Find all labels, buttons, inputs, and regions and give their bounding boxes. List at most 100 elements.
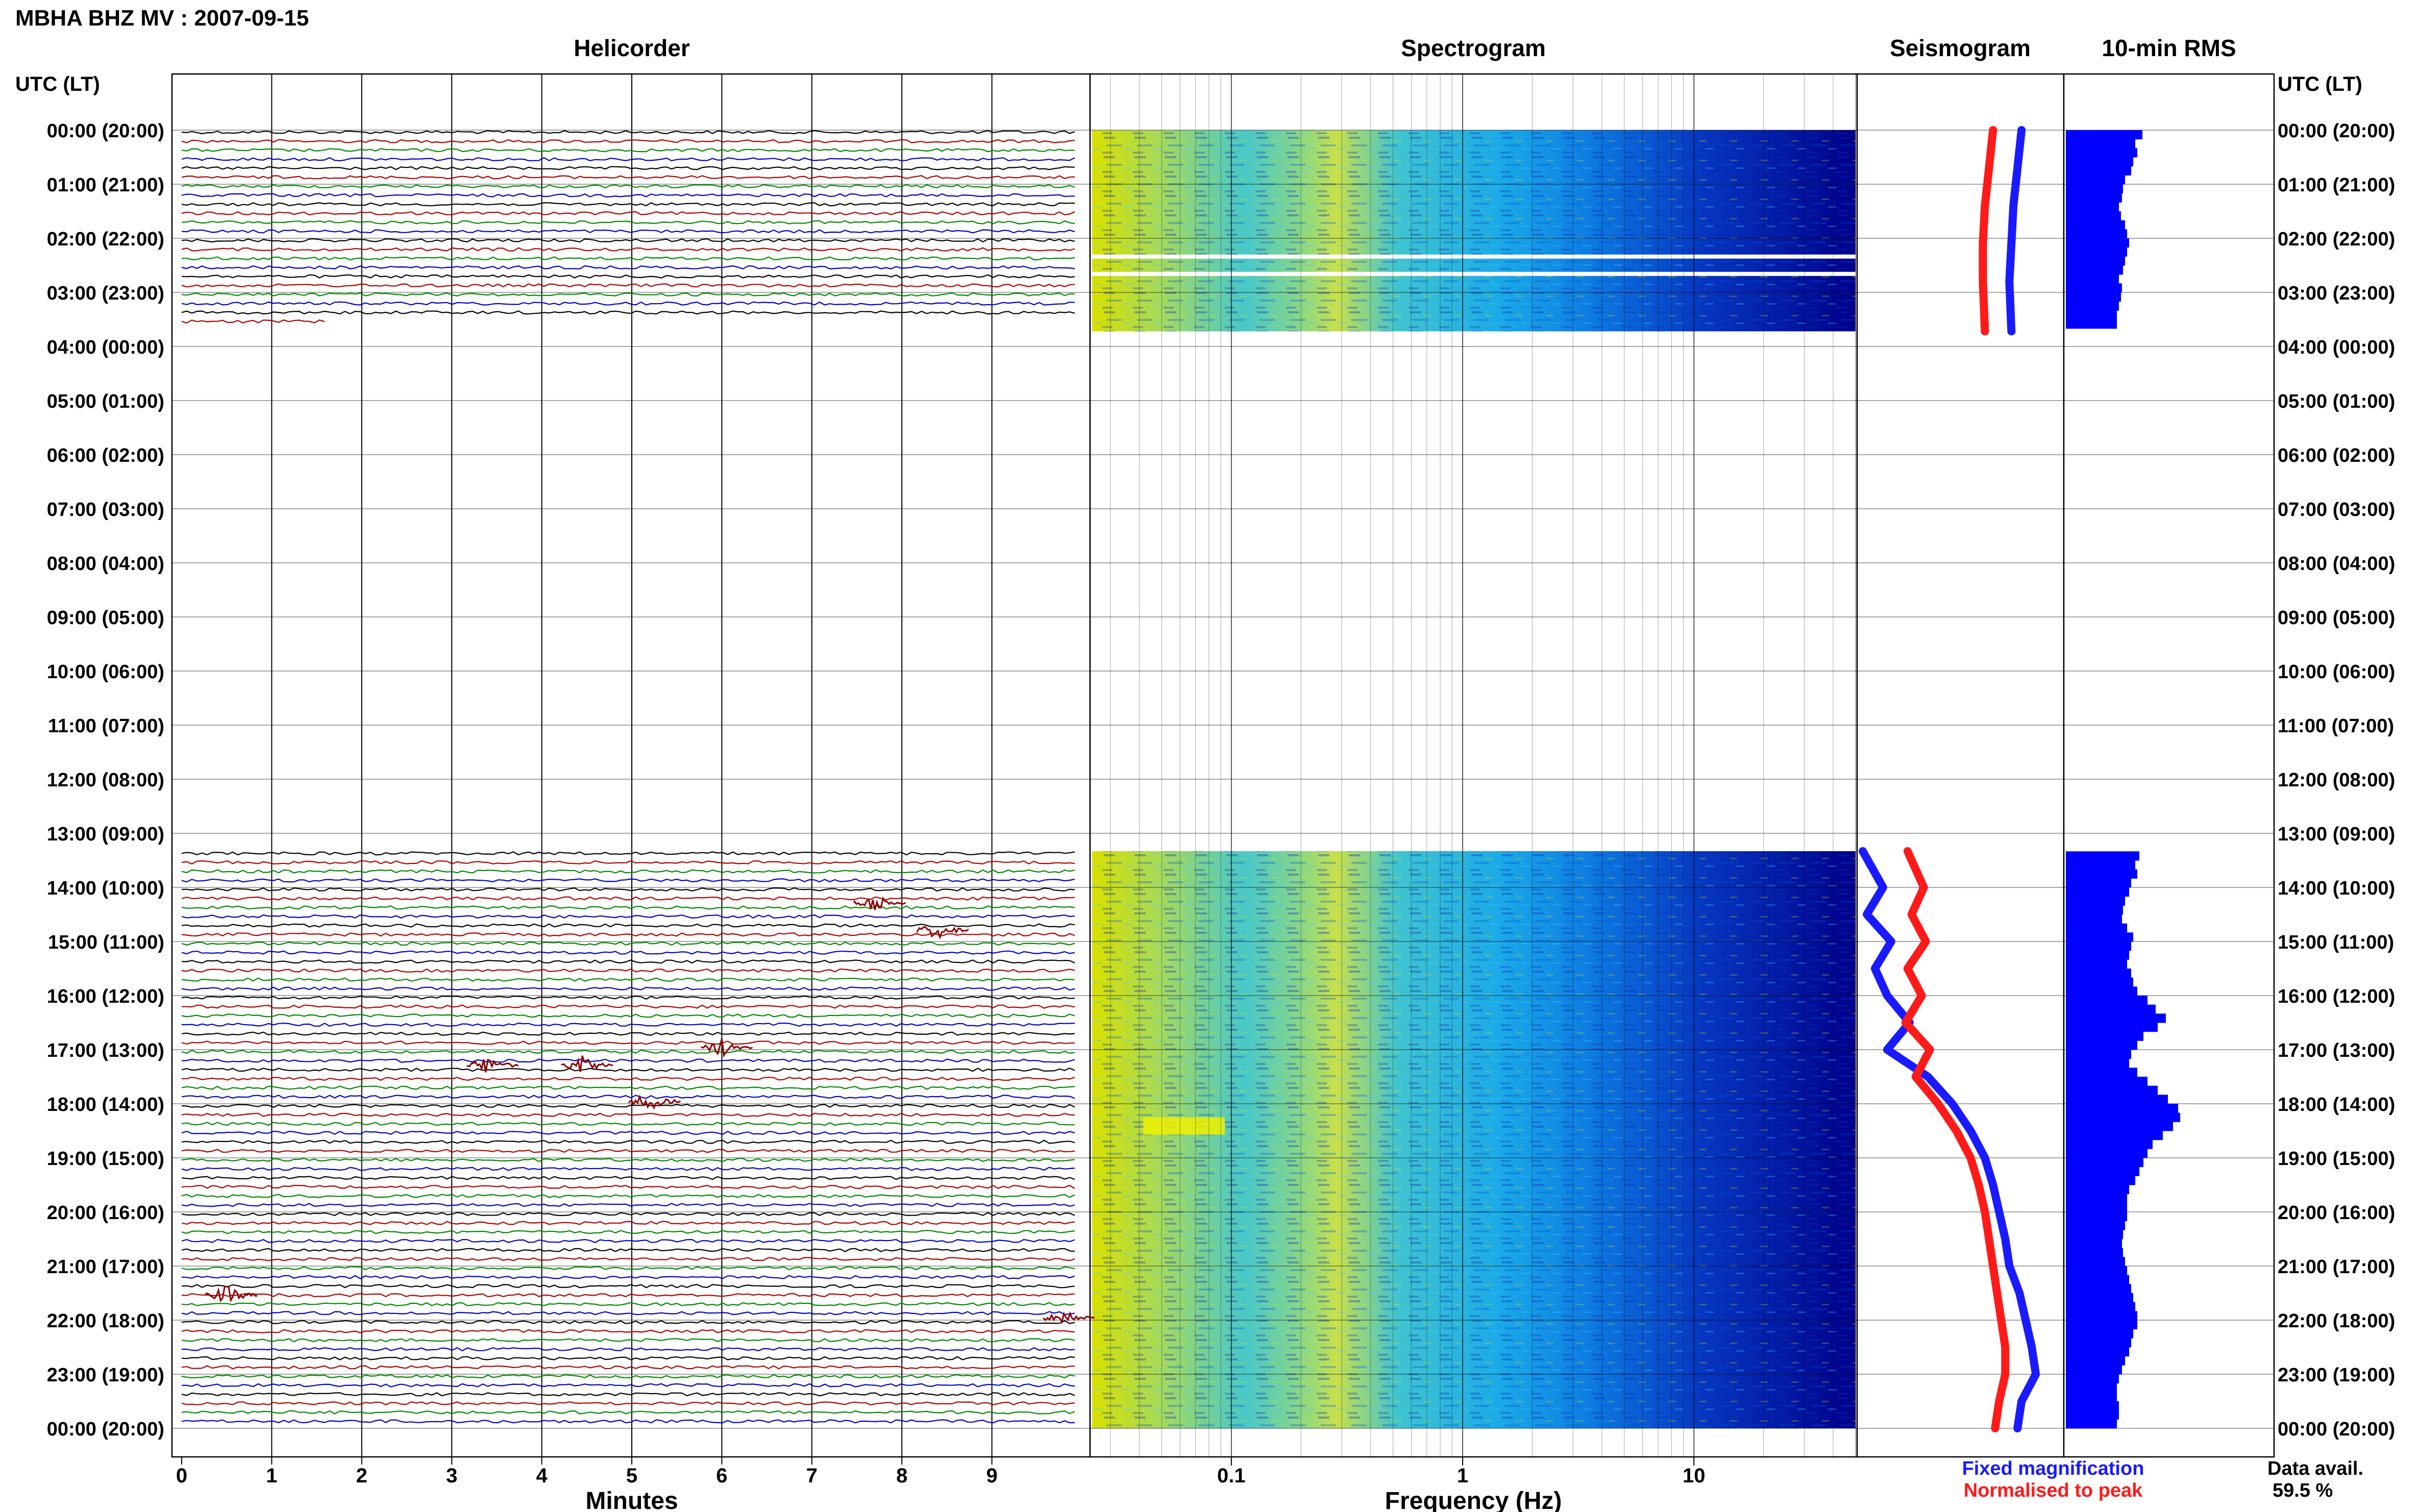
helicorder-event [700,1038,753,1058]
helicorder-trace [181,247,1075,252]
rms-bar [2066,157,2133,167]
helicorder-trace [181,1392,1075,1397]
rms-bar [2066,202,2119,212]
rms-bar [2066,923,2127,933]
helicorder-event [628,1095,681,1110]
rms-bar [2066,184,2123,194]
rms-bar [2066,220,2125,230]
data-availability-label: Data avail. [2267,1458,2363,1479]
right-axis-label: UTC (LT) [2278,73,2362,95]
helicorder-trace [181,1149,1075,1153]
rms-bar [2066,1374,2119,1384]
time-tick-left: 23:00 (19:00) [47,1365,164,1386]
helicorder-trace [181,1004,1075,1009]
time-tick-right: 09:00 (05:00) [2278,607,2395,629]
helicorder-trace [181,878,1075,883]
rms-bar [2066,1158,2143,1168]
rms-bar [2066,977,2133,987]
frequency-tick-label: 0.1 [1217,1465,1246,1487]
rms-bar [2066,130,2142,140]
helicorder-trace [181,1257,1075,1261]
helicorder-trace [181,175,1075,180]
seismogram-fixed [1859,847,2040,1432]
rms-bar [2066,1023,2158,1032]
helicorder-trace [181,1130,1075,1135]
rms-bar [2066,1131,2163,1141]
time-tick-left: 21:00 (17:00) [47,1256,164,1278]
helicorder-trace [181,1031,1075,1036]
time-tick-left: 07:00 (03:00) [47,499,164,520]
helicorder-trace [182,1022,1075,1027]
rms-bar [2066,139,2135,148]
helicorder-trace [181,1184,1075,1189]
rms-bar [2066,1104,2178,1113]
time-tick-left: 18:00 (14:00) [47,1094,164,1116]
time-tick-left: 22:00 (18:00) [47,1310,164,1332]
rms-bar [2066,1392,2117,1402]
rms-bar [2066,247,2127,257]
time-tick-left: 16:00 (12:00) [47,986,164,1007]
time-tick-right: 13:00 (09:00) [2278,824,2395,845]
minute-tick-label: 4 [536,1465,548,1487]
helicorder-trace [181,959,1075,964]
rms-bar [2066,1410,2119,1420]
helicorder-trace [181,860,1075,865]
rms-bar [2066,310,2117,320]
rms-bar [2066,256,2125,266]
rms-bar [2066,1266,2127,1276]
rms-bar [2066,1194,2127,1203]
rms-bar [2066,878,2131,888]
rms-bar [2066,1347,2129,1357]
helicorder-trace [181,1103,1075,1108]
time-tick-left: 04:00 (00:00) [47,337,164,358]
helicorder-trace [181,932,1075,937]
helicorder-trace [181,148,1075,153]
helicorder-trace [181,986,1075,991]
time-tick-right: 03:00 (23:00) [2278,283,2395,304]
helicorder-trace [181,184,1075,188]
seismogram-fixed-early [2005,126,2026,336]
data-availability-value: 59.5 % [2273,1480,2333,1501]
rms-bar [2066,193,2122,203]
frequency-tick-label: 1 [1457,1465,1468,1487]
helicorder-trace [181,851,1075,856]
helicorder-trace [181,923,1075,928]
helicorder-trace [181,1266,1075,1271]
helicorder-trace [181,1356,1075,1360]
time-tick-right: 19:00 (15:00) [2278,1148,2395,1170]
figure-title: MBHA BHZ MV : 2007-09-15 [15,6,309,31]
axis-tick-labels: 00:00 (20:00) 00:00 (20:00) 01:00 (21:00) 0… [47,120,2396,1487]
time-tick-right: 14:00 (10:00) [2278,878,2395,899]
rms-bar [2066,283,2122,293]
time-tick-left: 19:00 (15:00) [47,1148,164,1170]
time-tick-left: 01:00 (21:00) [47,175,164,196]
time-tick-left: 00:00 (20:00) [47,120,164,142]
helicorder-trace [181,1302,1075,1306]
helicorder-trace [181,1329,1075,1333]
rms-bar [2066,1365,2122,1375]
minute-tick-label: 5 [626,1465,637,1487]
helicorder-trace [181,1157,1075,1162]
time-tick-right: 11:00 (07:00) [2278,715,2394,737]
time-tick-right: 20:00 (16:00) [2278,1202,2395,1224]
rms-bar [2066,1230,2123,1240]
helicorder-trace [181,887,1075,892]
helicorder-trace [181,193,1075,197]
time-tick-right: 10:00 (06:00) [2278,661,2395,683]
rms-bar [2066,1149,2148,1158]
rms-bar [2066,1058,2129,1068]
rms-bar [2066,1320,2137,1330]
rms-bar [2066,1112,2180,1122]
time-tick-left: 05:00 (01:00) [47,391,164,412]
rms-bar [2066,1167,2139,1176]
seismogram-normalised-early [1979,126,1997,336]
helicorder-xlabel: Minutes [585,1488,678,1512]
helicorder-trace [181,995,1075,1000]
helicorder-trace [181,869,1075,874]
rms-bar [2066,1338,2131,1348]
helicorder-trace [181,292,1075,297]
rms-bar [2066,896,2125,906]
helicorder-trace [181,1049,1075,1054]
helicorder-trace [181,1410,1075,1415]
helicorder-trace [181,1194,1075,1198]
